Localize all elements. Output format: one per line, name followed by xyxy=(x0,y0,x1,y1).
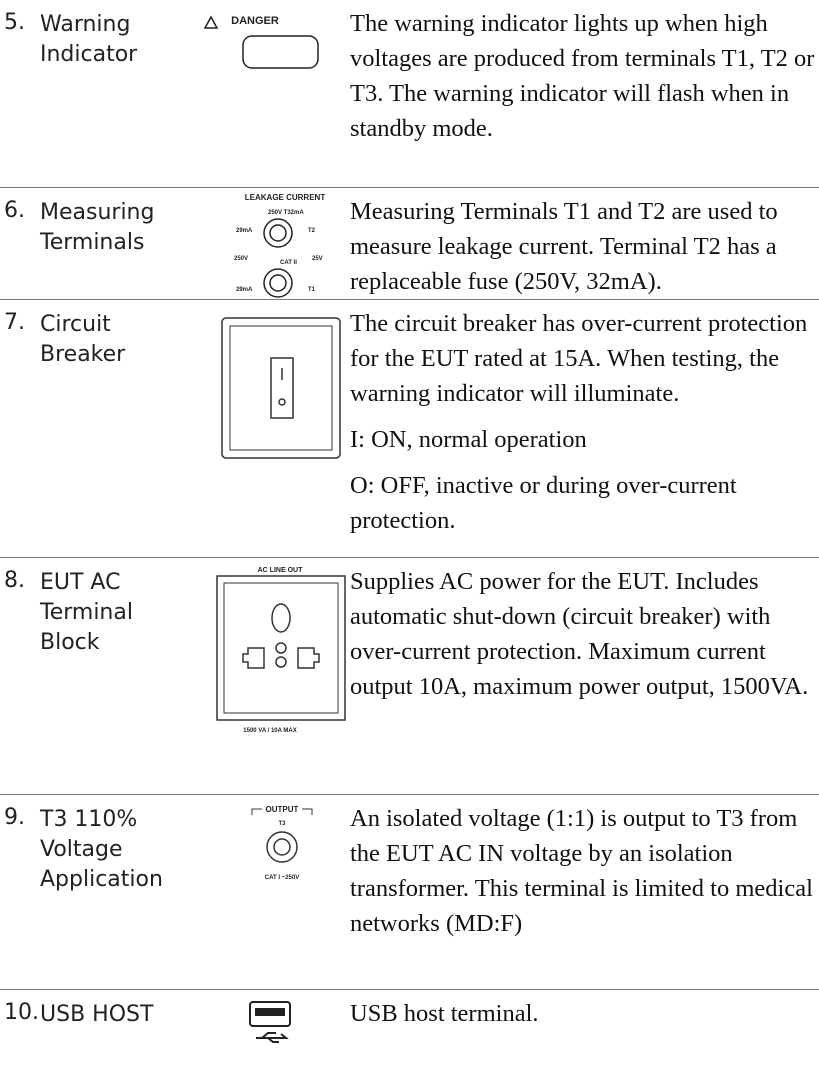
icon-label: 29mA xyxy=(236,228,253,234)
description: An isolated voltage (1:1) is output to T… xyxy=(350,801,818,952)
usb-port xyxy=(249,1001,291,1027)
icon-label: AC LINE OUT xyxy=(258,567,303,574)
paragraph: USB host terminal. xyxy=(350,1000,539,1027)
paragraph: O: OFF, inactive or during over-current … xyxy=(350,472,737,534)
icon-label: CAT I ~250V xyxy=(265,875,299,881)
socket-frame xyxy=(216,575,346,721)
item-name: T3 110% Voltage Application xyxy=(40,807,163,892)
socket-panel xyxy=(223,582,339,714)
description: The circuit breaker has over-current pro… xyxy=(350,306,818,549)
item-number: 5. xyxy=(4,10,25,35)
table-row: 10. USB HOST USB host terminal. xyxy=(0,990,819,1066)
table-row: 6. Measuring Terminals LEAKAGE CURRENT 25… xyxy=(0,188,819,300)
terminal xyxy=(273,838,291,856)
icon-label: T3 xyxy=(278,821,286,827)
item-number: 10. xyxy=(4,1000,39,1025)
icon-label: 250V xyxy=(234,256,248,262)
paragraph: The circuit breaker has over-current pro… xyxy=(350,310,808,407)
usb-symbol xyxy=(256,1032,289,1043)
description: Supplies AC power for the EUT. Includes … xyxy=(350,564,818,715)
socket-pin xyxy=(271,603,291,633)
icon-label: LEAKAGE CURRENT xyxy=(245,193,326,202)
paragraph: Supplies AC power for the EUT. Includes … xyxy=(350,568,809,700)
paragraph: Measuring Terminals T1 and T2 are used t… xyxy=(350,198,778,295)
item-name: Warning Indicator xyxy=(40,12,138,67)
icon-label: 29mA xyxy=(236,287,253,293)
description: USB host terminal. xyxy=(350,996,818,1042)
socket-slot xyxy=(242,647,265,669)
icon-label: T2 xyxy=(308,228,316,234)
terminal xyxy=(266,831,298,863)
description: The warning indicator lights up when hig… xyxy=(350,6,818,157)
icon-label: T1 xyxy=(308,287,316,293)
item-name: Circuit Breaker xyxy=(40,312,126,367)
icon-label: 1500 VA / 10A MAX xyxy=(243,728,296,734)
terminal xyxy=(269,224,287,242)
usb-tongue xyxy=(255,1008,285,1016)
icon-label: 25V xyxy=(312,256,323,262)
switch-off xyxy=(278,398,286,406)
terminal xyxy=(263,218,293,248)
icon-label: DANGER xyxy=(231,15,279,27)
breaker-frame xyxy=(221,317,341,459)
icon-label: OUTPUT xyxy=(266,805,299,814)
socket-pin xyxy=(275,656,287,668)
table-row: 7. Circuit Breaker The circuit breaker ha… xyxy=(0,300,819,558)
icon-label: CAT II xyxy=(280,260,297,266)
terminal xyxy=(269,274,287,292)
bracket xyxy=(251,808,313,815)
paragraph: I: ON, normal operation xyxy=(350,426,587,453)
table-row: 5. Warning Indicator DANGER The warning i… xyxy=(0,0,819,188)
indicator xyxy=(242,35,319,69)
item-number: 8. xyxy=(4,568,25,593)
icon-label: 250V T32mA xyxy=(268,210,304,216)
description: Measuring Terminals T1 and T2 are used t… xyxy=(350,194,818,310)
item-number: 7. xyxy=(4,310,25,335)
switch xyxy=(270,357,294,419)
socket-slot xyxy=(297,647,320,669)
item-name: USB HOST xyxy=(40,1002,154,1027)
table-row: 8. EUT AC Terminal Block AC LINE OUT 1500… xyxy=(0,558,819,795)
warning-triangle xyxy=(203,15,219,29)
socket-pin xyxy=(275,642,287,654)
breaker-panel xyxy=(229,325,333,451)
paragraph: The warning indicator lights up when hig… xyxy=(350,10,815,142)
item-number: 9. xyxy=(4,805,25,830)
item-name: Measuring Terminals xyxy=(40,200,155,255)
item-name: EUT AC Terminal Block xyxy=(40,570,133,655)
table-row: 9. T3 110% Voltage Application OUTPUT T3 … xyxy=(0,795,819,990)
terminal xyxy=(263,268,293,298)
paragraph: An isolated voltage (1:1) is output to T… xyxy=(350,805,813,937)
item-number: 6. xyxy=(4,198,25,223)
